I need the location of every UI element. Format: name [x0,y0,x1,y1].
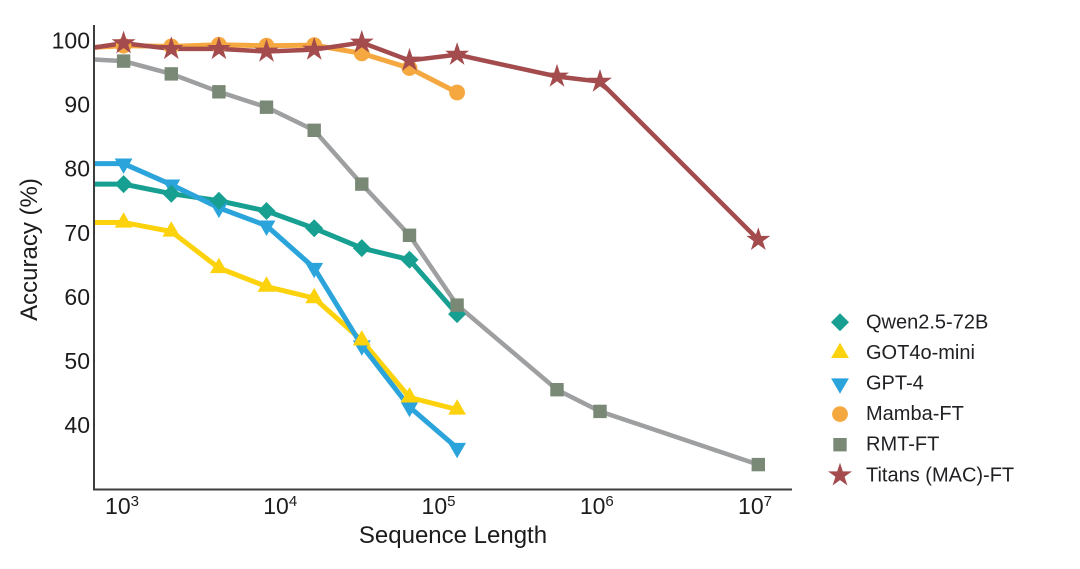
svg-text:Titans (MAC)-FT: Titans (MAC)-FT [866,464,1014,486]
svg-text:RMT-FT: RMT-FT [866,434,939,456]
svg-text:Qwen2.5-72B: Qwen2.5-72B [866,311,988,333]
svg-text:100: 100 [52,28,90,54]
svg-text:60: 60 [64,284,90,310]
svg-text:50: 50 [64,348,90,374]
svg-text:Sequence Length: Sequence Length [359,522,547,549]
svg-text:GOT4o-mini: GOT4o-mini [866,342,975,364]
svg-text:40: 40 [64,412,90,438]
svg-text:Mamba-FT: Mamba-FT [866,403,964,425]
svg-text:Accuracy (%): Accuracy (%) [16,178,43,321]
svg-text:70: 70 [64,220,90,246]
svg-text:GPT-4: GPT-4 [866,373,924,395]
svg-text:90: 90 [64,92,90,118]
svg-text:80: 80 [64,156,90,182]
